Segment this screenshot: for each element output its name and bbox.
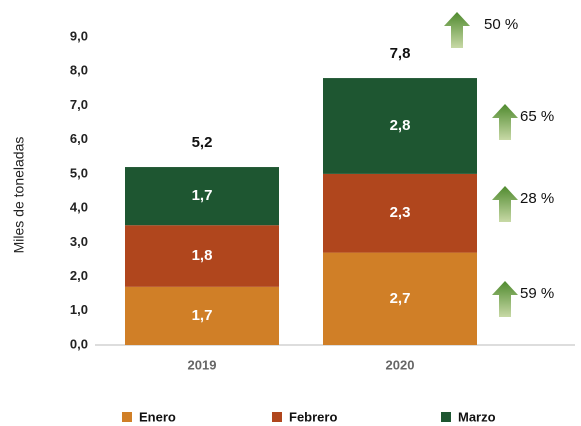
total-label: 7,8 — [390, 45, 411, 62]
legend-label: Febrero — [289, 409, 337, 424]
growth-label: 50 % — [484, 16, 518, 33]
y-tick-label: 6,0 — [70, 131, 88, 146]
bar-segment — [323, 78, 477, 174]
x-tick-label: 2019 — [188, 357, 217, 372]
total-label: 5,2 — [192, 134, 213, 151]
growth-label: 59 % — [520, 285, 554, 302]
growth-arrow — [492, 104, 518, 140]
segment-label: 2,7 — [390, 290, 411, 307]
y-tick-label: 3,0 — [70, 234, 88, 249]
y-axis-label: Miles de toneladas — [11, 137, 27, 254]
bar-segment — [125, 167, 279, 226]
segment-label: 1,8 — [192, 247, 213, 264]
legend-label: Marzo — [458, 409, 496, 424]
growth-label: 28 % — [520, 190, 554, 207]
growth-arrow — [492, 186, 518, 222]
segment-label: 1,7 — [192, 307, 213, 324]
y-tick-label: 5,0 — [70, 165, 88, 180]
growth-arrow — [444, 12, 470, 48]
bar-segment — [125, 225, 279, 287]
y-tick-label: 2,0 — [70, 268, 88, 283]
segment-label: 2,8 — [390, 117, 411, 134]
y-tick-label: 1,0 — [70, 302, 88, 317]
growth-arrow — [492, 281, 518, 317]
y-tick-label: 4,0 — [70, 200, 88, 215]
growth-label: 65 % — [520, 108, 554, 125]
bar-segment — [125, 286, 279, 345]
y-tick-label: 8,0 — [70, 63, 88, 78]
y-tick-label: 9,0 — [70, 28, 88, 43]
bar-segment — [323, 173, 477, 253]
y-tick-label: 0,0 — [70, 336, 88, 351]
x-tick-label: 2020 — [386, 357, 415, 372]
segment-label: 1,7 — [192, 187, 213, 204]
bar-segment — [323, 252, 477, 345]
legend-swatch — [122, 412, 132, 422]
y-tick-label: 7,0 — [70, 97, 88, 112]
legend-swatch — [272, 412, 282, 422]
legend-swatch — [441, 412, 451, 422]
legend-label: Enero — [139, 409, 176, 424]
segment-label: 2,3 — [390, 204, 411, 221]
